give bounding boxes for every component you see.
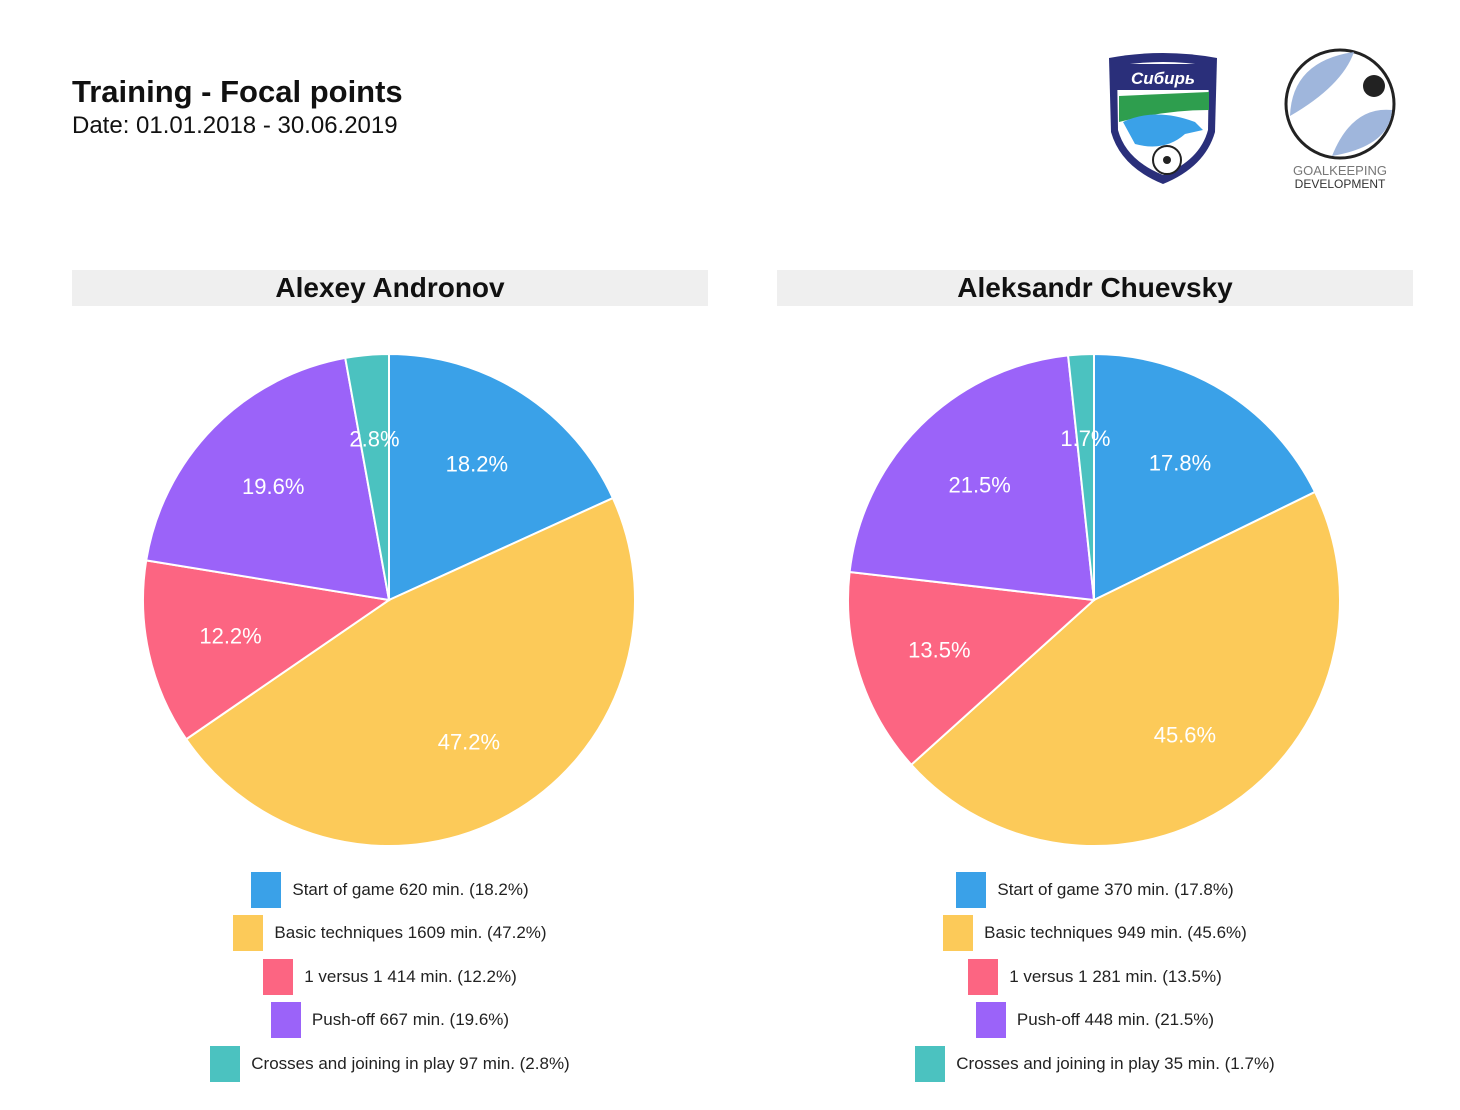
svg-text:Сибирь: Сибирь [1131,69,1195,88]
legend-swatch [956,871,987,908]
legend-swatch [263,958,294,995]
pie-slice-start-of-game [388,352,615,602]
legend-item-one-versus-one: 1 versus 1 281 min. (13.5%) [777,955,1413,999]
legend-swatch [251,871,282,908]
pie-slice-one-versus-one [142,559,392,741]
legend-item-push-off: Push-off 448 min. (21.5%) [777,999,1413,1043]
legend-label: Crosses and joining in play 97 min. (2.8… [251,1053,570,1073]
slice-label-push-off: 19.6% [242,474,304,499]
club-logo: Сибирь [1109,53,1217,184]
legend-item-crosses: Crosses and joining in play 35 min. (1.7… [777,1042,1413,1086]
player-panel-left: Alexey Andronov 18.2% 47.2% 12.2% 19.6% 2.8%… [72,270,708,1082]
legend-item-push-off: Push-off 667 min. (19.6%) [72,999,708,1043]
legend-item-basic-techniques: Basic techniques 1609 min. (47.2%) [72,912,708,956]
pie-slice-push-off [848,354,1096,602]
legend: Start of game 620 min. (18.2%) Basic tech… [72,868,708,1086]
pie-chart-chuevsky: 17.8% 45.6% 13.5% 21.5% 1.7% [847,352,1341,847]
pie-slice-basic-techniques [909,490,1341,847]
pie-slice-push-off [145,356,391,602]
pie-slice-one-versus-one [847,570,1097,767]
player-panel-right: Aleksandr Chuevsky 17.8% 45.6% 13.5% 21.5% 1… [777,270,1413,1082]
legend-item-basic-techniques: Basic techniques 949 min. (45.6%) [777,912,1413,956]
legend-swatch [968,958,999,995]
report-title: Training - Focal points [72,74,403,109]
pie-slice-start-of-game [1093,352,1317,602]
slice-label-crosses: 1.7% [1060,426,1110,451]
report-date-range: Date: 01.01.2018 - 30.06.2019 [72,112,398,139]
slice-label-push-off: 21.5% [948,473,1010,498]
pie-chart-andronov: 18.2% 47.2% 12.2% 19.6% 2.8% [142,352,636,847]
legend-label: Push-off 448 min. (21.5%) [1016,1010,1215,1030]
legend: Start of game 370 min. (17.8%) Basic tech… [777,868,1413,1086]
legend-item-start-of-game: Start of game 620 min. (18.2%) [72,868,708,912]
legend-item-crosses: Crosses and joining in play 97 min. (2.8… [72,1042,708,1086]
legend-label: 1 versus 1 414 min. (12.2%) [304,966,517,986]
slice-label-basic-techniques: 45.6% [1154,723,1216,748]
legend-swatch [975,1002,1006,1039]
svg-text:GOALKEEPING: GOALKEEPING [1293,163,1387,178]
legend-label: Start of game 370 min. (17.8%) [997,879,1234,899]
legend-swatch [270,1002,301,1039]
svg-text:DEVELOPMENT: DEVELOPMENT [1295,177,1386,191]
legend-label: 1 versus 1 281 min. (13.5%) [1009,966,1222,986]
legend-label: Basic techniques 1609 min. (47.2%) [274,923,547,943]
legend-label: Push-off 667 min. (19.6%) [311,1010,510,1030]
goalkeeping-development-logo: GOALKEEPING DEVELOPMENT [1284,48,1396,191]
slice-label-start-of-game: 17.8% [1149,450,1211,475]
legend-label: Basic techniques 949 min. (45.6%) [984,923,1247,943]
slice-label-crosses: 2.8% [349,426,399,451]
legend-swatch [943,915,974,952]
pie-slice-crosses [344,352,390,601]
player-name: Aleksandr Chuevsky [777,270,1413,306]
legend-swatch [915,1045,946,1082]
pie-slice-crosses [1066,352,1095,601]
legend-item-start-of-game: Start of game 370 min. (17.8%) [777,868,1413,912]
slice-label-start-of-game: 18.2% [446,451,508,476]
player-name: Alexey Andronov [72,270,708,306]
slice-label-one-versus-one: 13.5% [908,638,970,663]
legend-label: Crosses and joining in play 35 min. (1.7… [956,1053,1275,1073]
legend-label: Start of game 620 min. (18.2%) [292,879,529,899]
legend-swatch [210,1045,241,1082]
pie-slice-basic-techniques [184,496,636,847]
slice-label-basic-techniques: 47.2% [438,729,500,754]
slice-label-one-versus-one: 12.2% [199,623,261,648]
legend-item-one-versus-one: 1 versus 1 414 min. (12.2%) [72,955,708,999]
legend-swatch [233,915,264,952]
